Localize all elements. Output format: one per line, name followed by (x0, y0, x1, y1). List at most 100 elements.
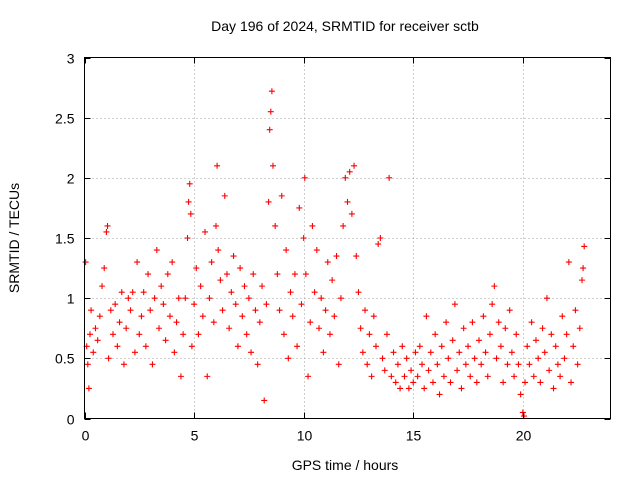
data-point (120, 361, 127, 368)
data-point (298, 301, 305, 308)
data-point (291, 271, 298, 278)
y-tick-label: 0.5 (55, 351, 75, 367)
data-point (169, 259, 176, 266)
data-point (276, 307, 283, 314)
data-point (309, 222, 316, 229)
data-point (576, 325, 583, 332)
data-point (517, 391, 524, 398)
data-point (142, 343, 149, 350)
y-axis-label: SRMTID / TECUs (6, 183, 22, 293)
data-point (364, 361, 371, 368)
data-point (460, 325, 467, 332)
data-point (486, 331, 493, 338)
data-point (416, 343, 423, 350)
data-point (302, 271, 309, 278)
data-point (355, 289, 362, 296)
data-point (351, 162, 358, 169)
data-point (462, 361, 469, 368)
data-point (580, 265, 587, 272)
data-point (145, 271, 152, 278)
data-point (449, 337, 456, 344)
axis-ticks (84, 57, 611, 420)
data-point (561, 355, 568, 362)
data-point (414, 373, 421, 380)
data-point (471, 355, 478, 362)
data-point (180, 331, 187, 338)
data-point (401, 373, 408, 380)
data-point (405, 385, 412, 392)
data-point (493, 355, 500, 362)
data-point (107, 307, 114, 314)
data-point (570, 343, 577, 350)
data-point (513, 331, 520, 338)
data-point (228, 289, 235, 296)
data-point (177, 373, 184, 380)
data-point (267, 108, 274, 115)
data-point (162, 337, 169, 344)
data-point (344, 198, 351, 205)
data-point (368, 373, 375, 380)
data-points (82, 88, 588, 420)
data-point (473, 379, 480, 386)
data-point (237, 265, 244, 272)
data-point (123, 325, 130, 332)
data-point (256, 319, 263, 326)
data-point (342, 174, 349, 181)
data-point (164, 271, 171, 278)
data-point (519, 409, 526, 416)
data-point (480, 313, 487, 320)
data-point (151, 295, 158, 302)
data-point (191, 301, 198, 308)
data-point (243, 331, 250, 338)
data-point (445, 355, 452, 362)
data-point (261, 397, 268, 404)
data-point (335, 361, 342, 368)
data-point (114, 343, 121, 350)
data-point (250, 271, 257, 278)
x-tick-label: 5 (191, 428, 199, 444)
data-point (440, 373, 447, 380)
data-point (372, 343, 379, 350)
data-point (156, 325, 163, 332)
data-point (318, 295, 325, 302)
data-point (285, 355, 292, 362)
data-point (484, 373, 491, 380)
y-tick-label: 2 (67, 171, 75, 187)
data-point (84, 361, 91, 368)
data-point (388, 373, 395, 380)
data-point (451, 301, 458, 308)
data-point (456, 349, 463, 356)
data-point (554, 361, 561, 368)
data-point (204, 373, 211, 380)
data-point (287, 289, 294, 296)
data-point (421, 385, 428, 392)
data-point (223, 271, 230, 278)
data-point (127, 307, 134, 314)
data-point (269, 162, 276, 169)
data-point (579, 277, 586, 284)
data-point (232, 301, 239, 308)
data-point (206, 295, 213, 302)
data-point (158, 283, 165, 290)
data-point (214, 162, 221, 169)
data-point (140, 289, 147, 296)
data-point (118, 289, 125, 296)
data-point (326, 331, 333, 338)
data-point (103, 228, 110, 235)
data-point (375, 241, 382, 248)
data-point (160, 301, 167, 308)
data-point (272, 222, 279, 229)
data-point (105, 355, 112, 362)
data-point (436, 391, 443, 398)
data-point (186, 180, 193, 187)
data-point (412, 349, 419, 356)
data-point (550, 385, 557, 392)
data-point (268, 88, 275, 95)
data-point (254, 361, 261, 368)
data-point (245, 295, 252, 302)
data-point (539, 325, 546, 332)
data-point (541, 349, 548, 356)
data-point (410, 379, 417, 386)
data-point (82, 259, 89, 266)
